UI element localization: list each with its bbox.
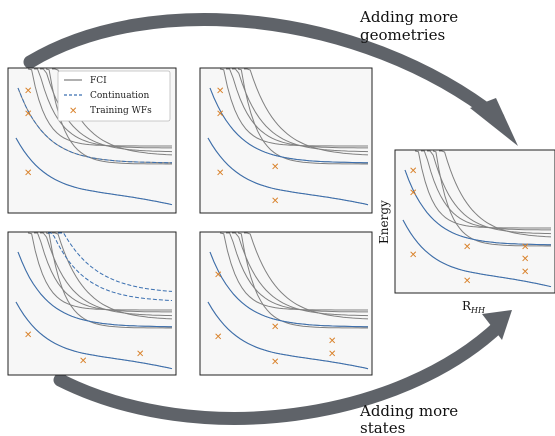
curves-bottom-left: ✕ ✕ ✕ bbox=[15, 232, 173, 370]
fci-curve bbox=[427, 150, 552, 235]
training-wf-marker: ✕ bbox=[24, 330, 32, 341]
training-wf-marker: ✕ bbox=[216, 86, 224, 97]
fci-curve bbox=[17, 251, 172, 328]
top-caption-line2: geometries bbox=[360, 26, 445, 44]
curves-right: ✕✕✕✕✕✕✕✕ bbox=[402, 150, 552, 288]
training-wf-marker: ✕ bbox=[136, 349, 144, 360]
panel-top-left: ✕ ✕ ✕ FCI Continuation ✕ Training WFs bbox=[7, 67, 177, 214]
training-wf-marker: ✕ bbox=[214, 270, 222, 281]
fci-curve bbox=[404, 169, 551, 246]
continuation-curve bbox=[17, 87, 172, 164]
bottom-caption-line1: Adding more bbox=[359, 402, 458, 420]
top-arrowhead bbox=[470, 98, 518, 146]
fci-curve bbox=[237, 68, 368, 165]
training-wf-marker: ✕ bbox=[409, 188, 417, 199]
bottom-curved-arrow bbox=[53, 318, 507, 425]
training-wf-marker: ✕ bbox=[24, 168, 32, 179]
training-wf-marker: ✕ bbox=[216, 109, 224, 120]
fci-curve bbox=[439, 150, 552, 238]
training-wf-marker: ✕ bbox=[328, 349, 336, 360]
fci-curve bbox=[207, 137, 369, 206]
fci-curve bbox=[15, 301, 173, 370]
panel-bottom-middle: ✕ ✕ ✕ ✕ ✕ ✕ bbox=[199, 231, 373, 376]
training-wf-marker: ✕ bbox=[463, 276, 471, 287]
panel-right: ✕✕✕✕✕✕✕✕ bbox=[394, 149, 555, 294]
training-wf-marker: ✕ bbox=[214, 332, 222, 343]
curves-bottom-middle: ✕ ✕ ✕ ✕ ✕ ✕ bbox=[207, 232, 369, 370]
training-wf-marker: ✕ bbox=[521, 242, 529, 253]
training-wf-marker: ✕ bbox=[271, 196, 279, 207]
fci-curve bbox=[432, 150, 551, 247]
fci-curve bbox=[244, 232, 369, 320]
legend: FCI Continuation ✕ Training WFs bbox=[57, 70, 171, 122]
fci-curve bbox=[27, 68, 172, 147]
x-axis-label-sub: HH bbox=[470, 306, 486, 315]
training-wf-marker: ✕ bbox=[24, 86, 32, 97]
y-axis-label: Energy bbox=[377, 200, 391, 244]
training-wf-marker: ✕ bbox=[79, 356, 87, 367]
training-wf-marker: ✕ bbox=[521, 254, 529, 265]
fci-curve bbox=[402, 219, 552, 288]
training-wf-marker: ✕ bbox=[216, 168, 224, 179]
training-wf-marker: ✕ bbox=[463, 242, 471, 253]
legend-fci-label: FCI bbox=[90, 76, 107, 86]
x-axis-label: RHH bbox=[462, 299, 486, 315]
training-wf-marker: ✕ bbox=[271, 322, 279, 333]
training-wf-marker: ✕ bbox=[521, 267, 529, 278]
panel-bottom-left: ✕ ✕ ✕ bbox=[7, 231, 177, 376]
panel-top-middle: ✕ ✕ ✕ ✕ ✕ bbox=[199, 67, 373, 214]
legend-continuation-label: Continuation bbox=[90, 91, 149, 101]
legend-training-marker: ✕ bbox=[69, 106, 77, 117]
bottom-arrowhead bbox=[482, 310, 512, 340]
fci-curve bbox=[40, 232, 173, 317]
fci-curve bbox=[237, 232, 368, 329]
fci-curve bbox=[209, 251, 368, 328]
fci-curve bbox=[244, 68, 369, 156]
training-wf-marker: ✕ bbox=[409, 166, 417, 177]
fci-curve bbox=[27, 232, 172, 311]
continuation-curve bbox=[58, 232, 173, 292]
fci-curve bbox=[414, 150, 551, 229]
fci-curve bbox=[207, 301, 369, 370]
fci-curve bbox=[219, 232, 368, 311]
top-caption-line1: Adding more bbox=[359, 8, 458, 26]
fci-curve bbox=[45, 232, 172, 329]
continuation-curve bbox=[48, 232, 173, 301]
top-curved-arrow bbox=[23, 13, 505, 125]
legend-training-label: Training WFs bbox=[90, 106, 152, 116]
curves-top-middle: ✕ ✕ ✕ ✕ ✕ bbox=[207, 68, 369, 207]
fci-curve bbox=[421, 150, 551, 231]
training-wf-marker: ✕ bbox=[409, 250, 417, 261]
fci-curve bbox=[52, 232, 173, 320]
training-wf-marker: ✕ bbox=[271, 357, 279, 368]
training-wf-marker: ✕ bbox=[328, 336, 336, 347]
fci-curve bbox=[209, 87, 368, 164]
fci-curve bbox=[232, 232, 369, 317]
fci-curve bbox=[232, 68, 369, 153]
bottom-caption-line2: states bbox=[360, 419, 405, 436]
x-axis-label-main: R bbox=[462, 299, 472, 313]
training-wf-marker: ✕ bbox=[24, 109, 32, 120]
training-wf-marker: ✕ bbox=[271, 162, 279, 173]
fci-curve bbox=[15, 137, 173, 206]
fci-curve bbox=[45, 68, 172, 165]
fci-curve bbox=[219, 68, 368, 147]
